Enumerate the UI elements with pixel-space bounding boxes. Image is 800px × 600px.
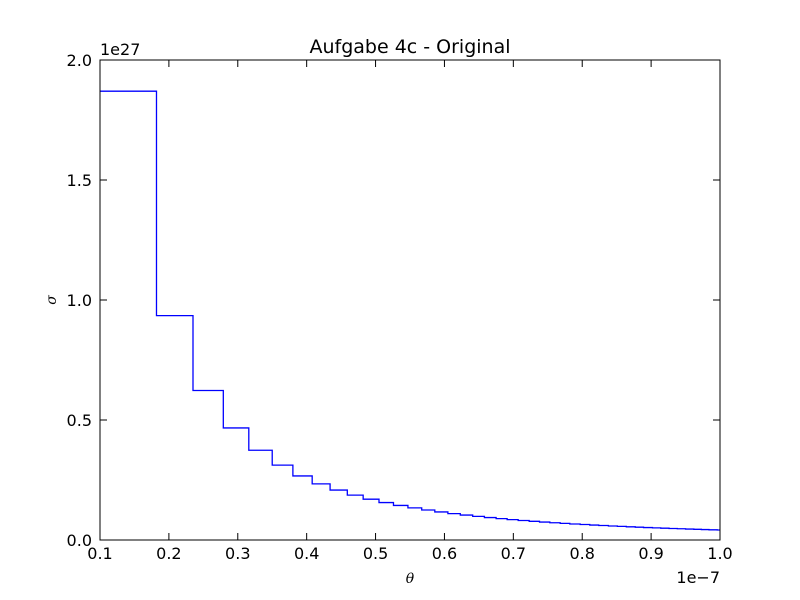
y-tick-label: 1.5 [67,171,92,190]
x-tick-label: 0.4 [294,544,319,563]
x-tick-label: 1.0 [707,544,732,563]
series-line-0 [100,90,720,531]
x-tick-label: 0.2 [156,544,181,563]
plot-area [99,59,721,541]
x-tick-label: 0.7 [501,544,526,563]
x-tick-label: 0.5 [363,544,388,563]
x-tick-label: 0.8 [569,544,594,563]
y-tick-label: 2.0 [67,51,92,70]
x-ticks: 0.1 0.2 0.3 0.4 0.5 0.6 0.7 0.8 0.9 1.0 [87,60,733,563]
x-axis-label: θ [406,571,415,587]
axes-background [100,60,720,540]
y-tick-label: 0.5 [67,411,92,430]
y-tick-label: 0.0 [67,531,92,550]
x-tick-label: 0.3 [225,544,250,563]
y-tick-label: 1.0 [67,291,92,310]
y-axis-label: σ [44,295,60,305]
x-tick-label: 0.9 [638,544,663,563]
x-tick-label: 0.1 [87,544,112,563]
x-tick-label: 0.6 [432,544,457,563]
y-ticks: 0.0 0.5 1.0 1.5 2.0 [67,51,720,550]
chart-title: Aufgabe 4c - Original [309,36,510,58]
x-offset-text: 1e−7 [676,568,720,587]
series-layer [100,90,720,531]
y-offset-text: 1e27 [100,40,140,59]
